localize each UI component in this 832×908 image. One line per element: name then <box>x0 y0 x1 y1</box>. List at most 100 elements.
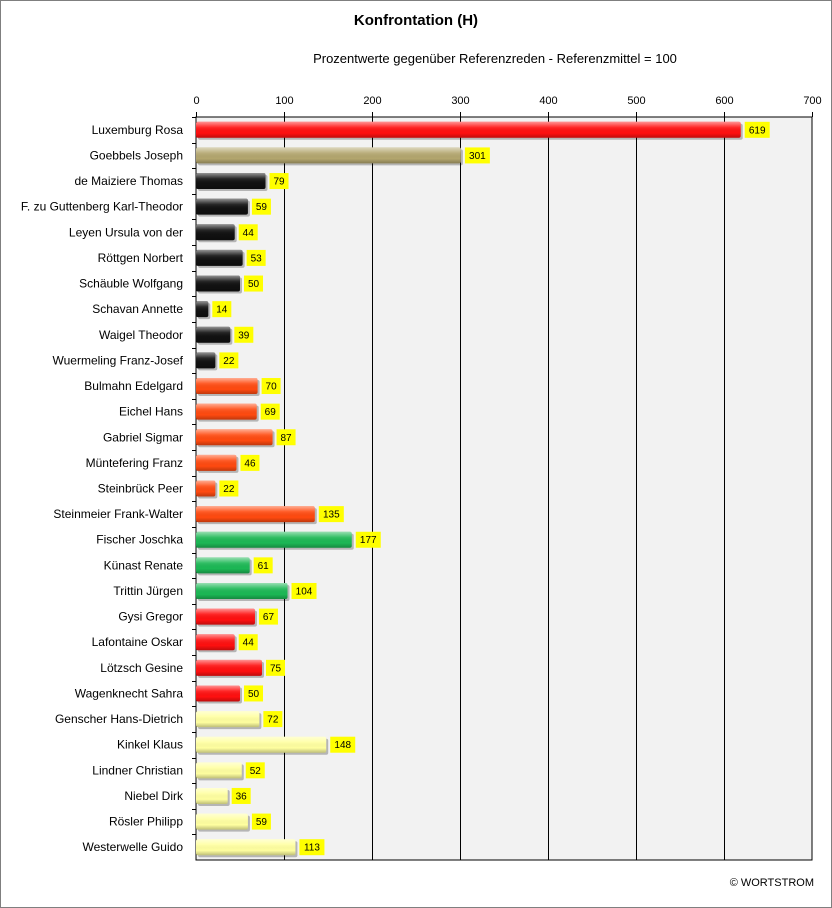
value-label-box <box>276 429 296 446</box>
x-tick-label: 100 <box>275 95 293 107</box>
value-label: 75 <box>270 663 282 674</box>
value-label-box <box>240 454 260 471</box>
x-tick-label: 500 <box>627 95 645 107</box>
category-label: Wagenknecht Sahra <box>75 686 184 700</box>
category-label: Lötzsch Gesine <box>100 661 183 675</box>
bar-gloss <box>196 711 260 728</box>
category-label: Künast Renate <box>104 558 184 572</box>
value-label: 53 <box>251 253 263 264</box>
value-label: 113 <box>304 843 320 854</box>
value-label: 61 <box>258 561 270 572</box>
value-label: 44 <box>243 228 255 239</box>
category-label: Steinmeier Frank-Walter <box>53 507 183 521</box>
category-label: Müntefering Franz <box>86 456 183 470</box>
value-label: 69 <box>265 407 277 418</box>
bar-gloss <box>196 762 242 779</box>
value-label: 619 <box>749 125 766 136</box>
bar-gloss <box>196 685 240 702</box>
bar-gloss <box>196 275 240 292</box>
category-label: Waigel Theodor <box>99 328 183 342</box>
bar-gloss <box>196 429 273 446</box>
category-label: F. zu Guttenberg Karl-Theodor <box>21 200 183 214</box>
value-label-box <box>219 480 239 497</box>
value-label-box <box>744 121 770 138</box>
value-label-box <box>291 582 317 599</box>
chart-subtitle: Prozentwerte gegenüber Referenzreden - R… <box>313 51 677 66</box>
value-label-box <box>261 378 281 395</box>
value-label-box <box>266 659 285 676</box>
x-tick-label: 0 <box>193 95 199 107</box>
value-label-box <box>244 685 263 702</box>
value-label: 72 <box>267 715 279 726</box>
value-label: 50 <box>248 689 260 700</box>
value-label: 135 <box>323 510 340 521</box>
value-label-box <box>318 506 344 523</box>
value-label-box <box>269 173 289 190</box>
category-label: Wuermeling Franz-Josef <box>53 353 184 367</box>
value-label: 59 <box>256 817 268 828</box>
bar-gloss <box>196 173 266 190</box>
value-label: 22 <box>223 484 235 495</box>
value-label-box <box>260 403 280 420</box>
value-label-box <box>234 326 254 343</box>
bar-gloss <box>196 634 235 651</box>
bar-gloss <box>196 403 257 420</box>
category-label: Lindner Christian <box>92 763 183 777</box>
bar-gloss <box>196 787 228 804</box>
value-label-box <box>330 736 356 753</box>
bar-gloss <box>196 147 461 164</box>
copyright-notice: © WORTSTROM <box>729 877 814 889</box>
value-label: 301 <box>469 151 486 162</box>
value-label: 44 <box>243 638 255 649</box>
value-label: 87 <box>280 433 292 444</box>
value-label-box <box>238 634 258 651</box>
category-label: Genscher Hans-Dietrich <box>55 712 183 726</box>
bar-gloss <box>196 198 248 215</box>
category-label: Westerwelle Guido <box>83 840 184 854</box>
x-tick-label: 600 <box>715 95 733 107</box>
value-label-box <box>258 608 278 625</box>
category-label: Lafontaine Oskar <box>92 635 183 649</box>
value-label-box <box>219 352 239 369</box>
value-label: 177 <box>360 535 377 546</box>
bar-gloss <box>196 224 235 241</box>
category-label: Schavan Annette <box>92 302 183 316</box>
category-label: Luxemburg Rosa <box>92 123 184 137</box>
value-label: 39 <box>238 330 250 341</box>
category-label: Trittin Jürgen <box>113 584 183 598</box>
category-label: Rösler Philipp <box>109 815 183 829</box>
category-label: Schäuble Wolfgang <box>79 277 183 291</box>
bar-gloss <box>196 557 250 574</box>
value-label: 22 <box>223 356 235 367</box>
bar-gloss <box>196 326 231 343</box>
bar-gloss <box>196 839 296 856</box>
value-label-box <box>231 787 251 804</box>
category-label: de Maiziere Thomas <box>75 174 184 188</box>
x-tick-label: 400 <box>539 95 557 107</box>
category-label: Gysi Gregor <box>118 610 183 624</box>
category-label: Fischer Joschka <box>96 533 183 547</box>
bar-gloss <box>196 659 262 676</box>
value-label-box <box>244 275 263 292</box>
category-label: Leyen Ursula von der <box>69 225 183 239</box>
category-label: Röttgen Norbert <box>98 251 184 265</box>
category-label: Kinkel Klaus <box>117 738 183 752</box>
bar-gloss <box>196 480 216 497</box>
category-label: Eichel Hans <box>119 405 183 419</box>
value-label-box <box>246 249 266 266</box>
bar-gloss <box>196 378 258 395</box>
bar-gloss <box>196 506 315 523</box>
value-label: 36 <box>236 791 248 802</box>
bar-gloss <box>196 121 741 138</box>
value-label-box <box>253 557 273 574</box>
value-label: 79 <box>273 177 285 188</box>
value-label: 14 <box>216 305 228 316</box>
category-label: Bulmahn Edelgard <box>84 379 183 393</box>
value-label: 50 <box>248 279 260 290</box>
value-label: 67 <box>263 612 275 623</box>
chart-title: Konfrontation (H) <box>353 12 479 29</box>
x-tick-label: 700 <box>803 95 821 107</box>
x-tick-label: 200 <box>363 95 381 107</box>
value-label-box <box>355 531 381 548</box>
